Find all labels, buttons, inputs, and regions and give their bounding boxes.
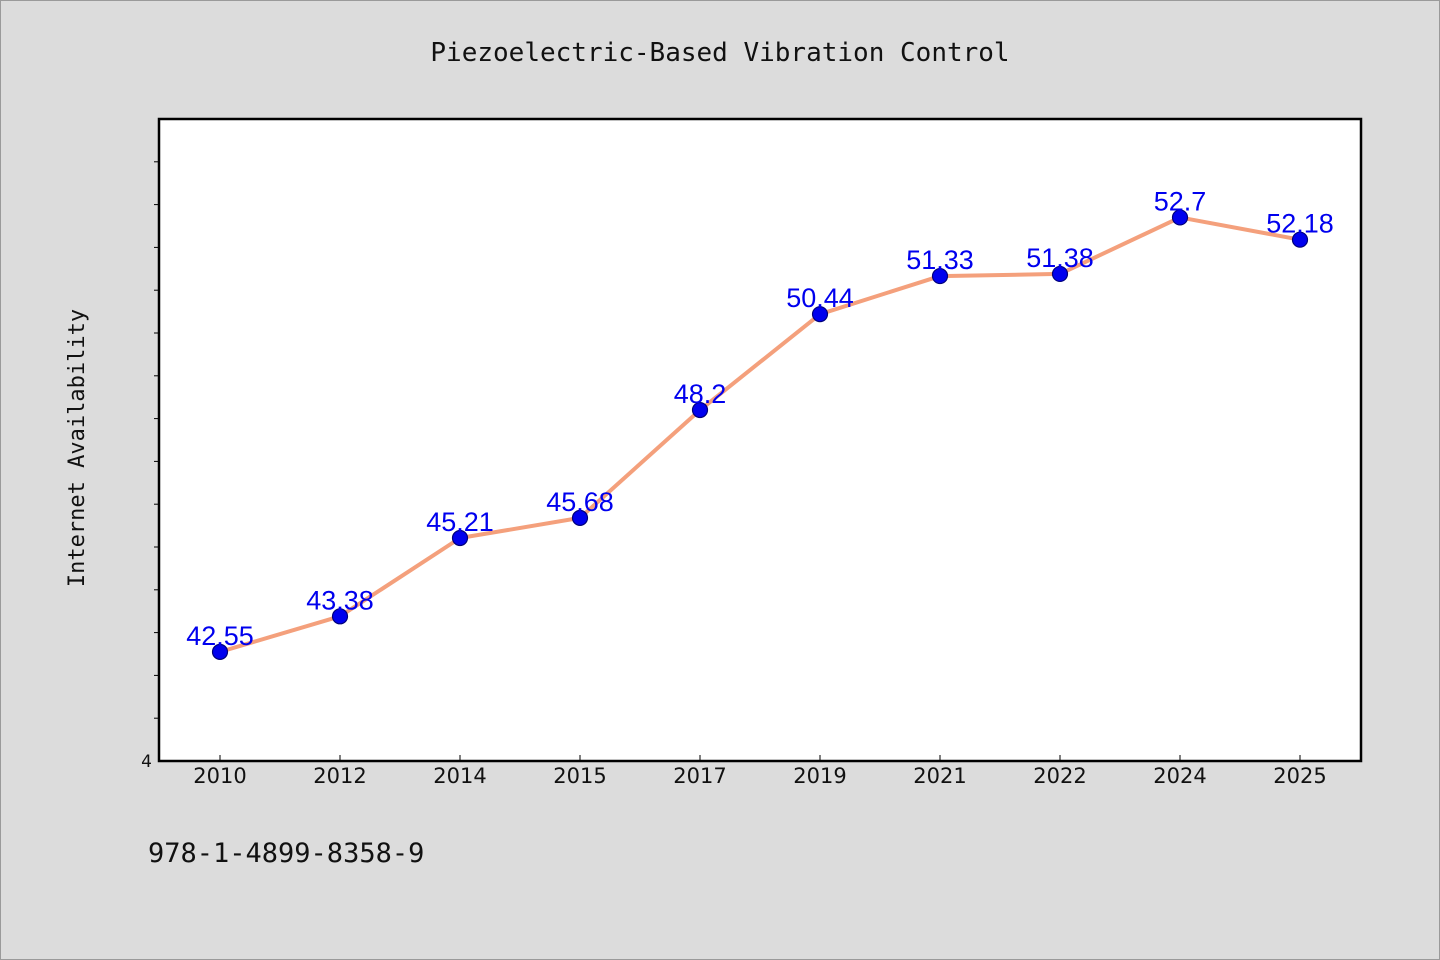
data-point — [931, 267, 949, 285]
data-point — [1171, 209, 1189, 226]
data-point — [691, 401, 709, 419]
x-tick-label: 2024 — [1153, 764, 1206, 788]
chart-title: Piezoelectric-Based Vibration Control — [430, 38, 1009, 68]
data-point — [1051, 265, 1069, 283]
data-label: 51.33 — [906, 245, 974, 275]
x-tick-label: 2014 — [433, 764, 486, 788]
data-label: 45.68 — [546, 487, 614, 517]
series-layer: 42.55 43.38 45.21 45.68 48.2 50.44 51.33 51.38 5… — [186, 186, 1334, 660]
data-point — [211, 643, 229, 660]
y-tick-label: 4 — [141, 752, 152, 772]
x-tick-label: 2010 — [193, 764, 246, 788]
data-label: 51.38 — [1026, 243, 1094, 273]
x-tick-label: 2022 — [1033, 764, 1086, 788]
data-point — [1291, 231, 1309, 248]
series-line — [219, 215, 1301, 654]
y-axis-ticks — [154, 161, 159, 719]
data-label: 45.21 — [426, 507, 494, 537]
x-tick-label: 2015 — [553, 764, 606, 788]
data-point — [331, 608, 349, 625]
x-tick-label: 2021 — [913, 764, 966, 788]
y-axis-label: Internet Availability — [65, 309, 90, 587]
data-label: 42.55 — [186, 621, 254, 651]
data-point — [451, 529, 469, 547]
data-point — [811, 306, 829, 323]
data-label: 50.44 — [786, 283, 854, 313]
x-tick-label: 2019 — [793, 764, 846, 788]
x-tick-label: 2017 — [673, 764, 726, 788]
x-tick-label: 2025 — [1273, 764, 1326, 788]
data-label: 48.2 — [674, 379, 727, 409]
data-point — [571, 509, 589, 526]
x-axis-ticks: 2010 2012 2014 2015 2017 2019 2021 2022 2024 2025 — [193, 755, 1327, 788]
data-label: 52.7 — [1154, 186, 1207, 216]
data-label: 52.18 — [1266, 209, 1334, 239]
data-label: 43.38 — [306, 585, 374, 615]
x-tick-label: 2012 — [313, 764, 366, 788]
footer-isbn: 978-1-4899-8358-9 — [148, 838, 424, 869]
